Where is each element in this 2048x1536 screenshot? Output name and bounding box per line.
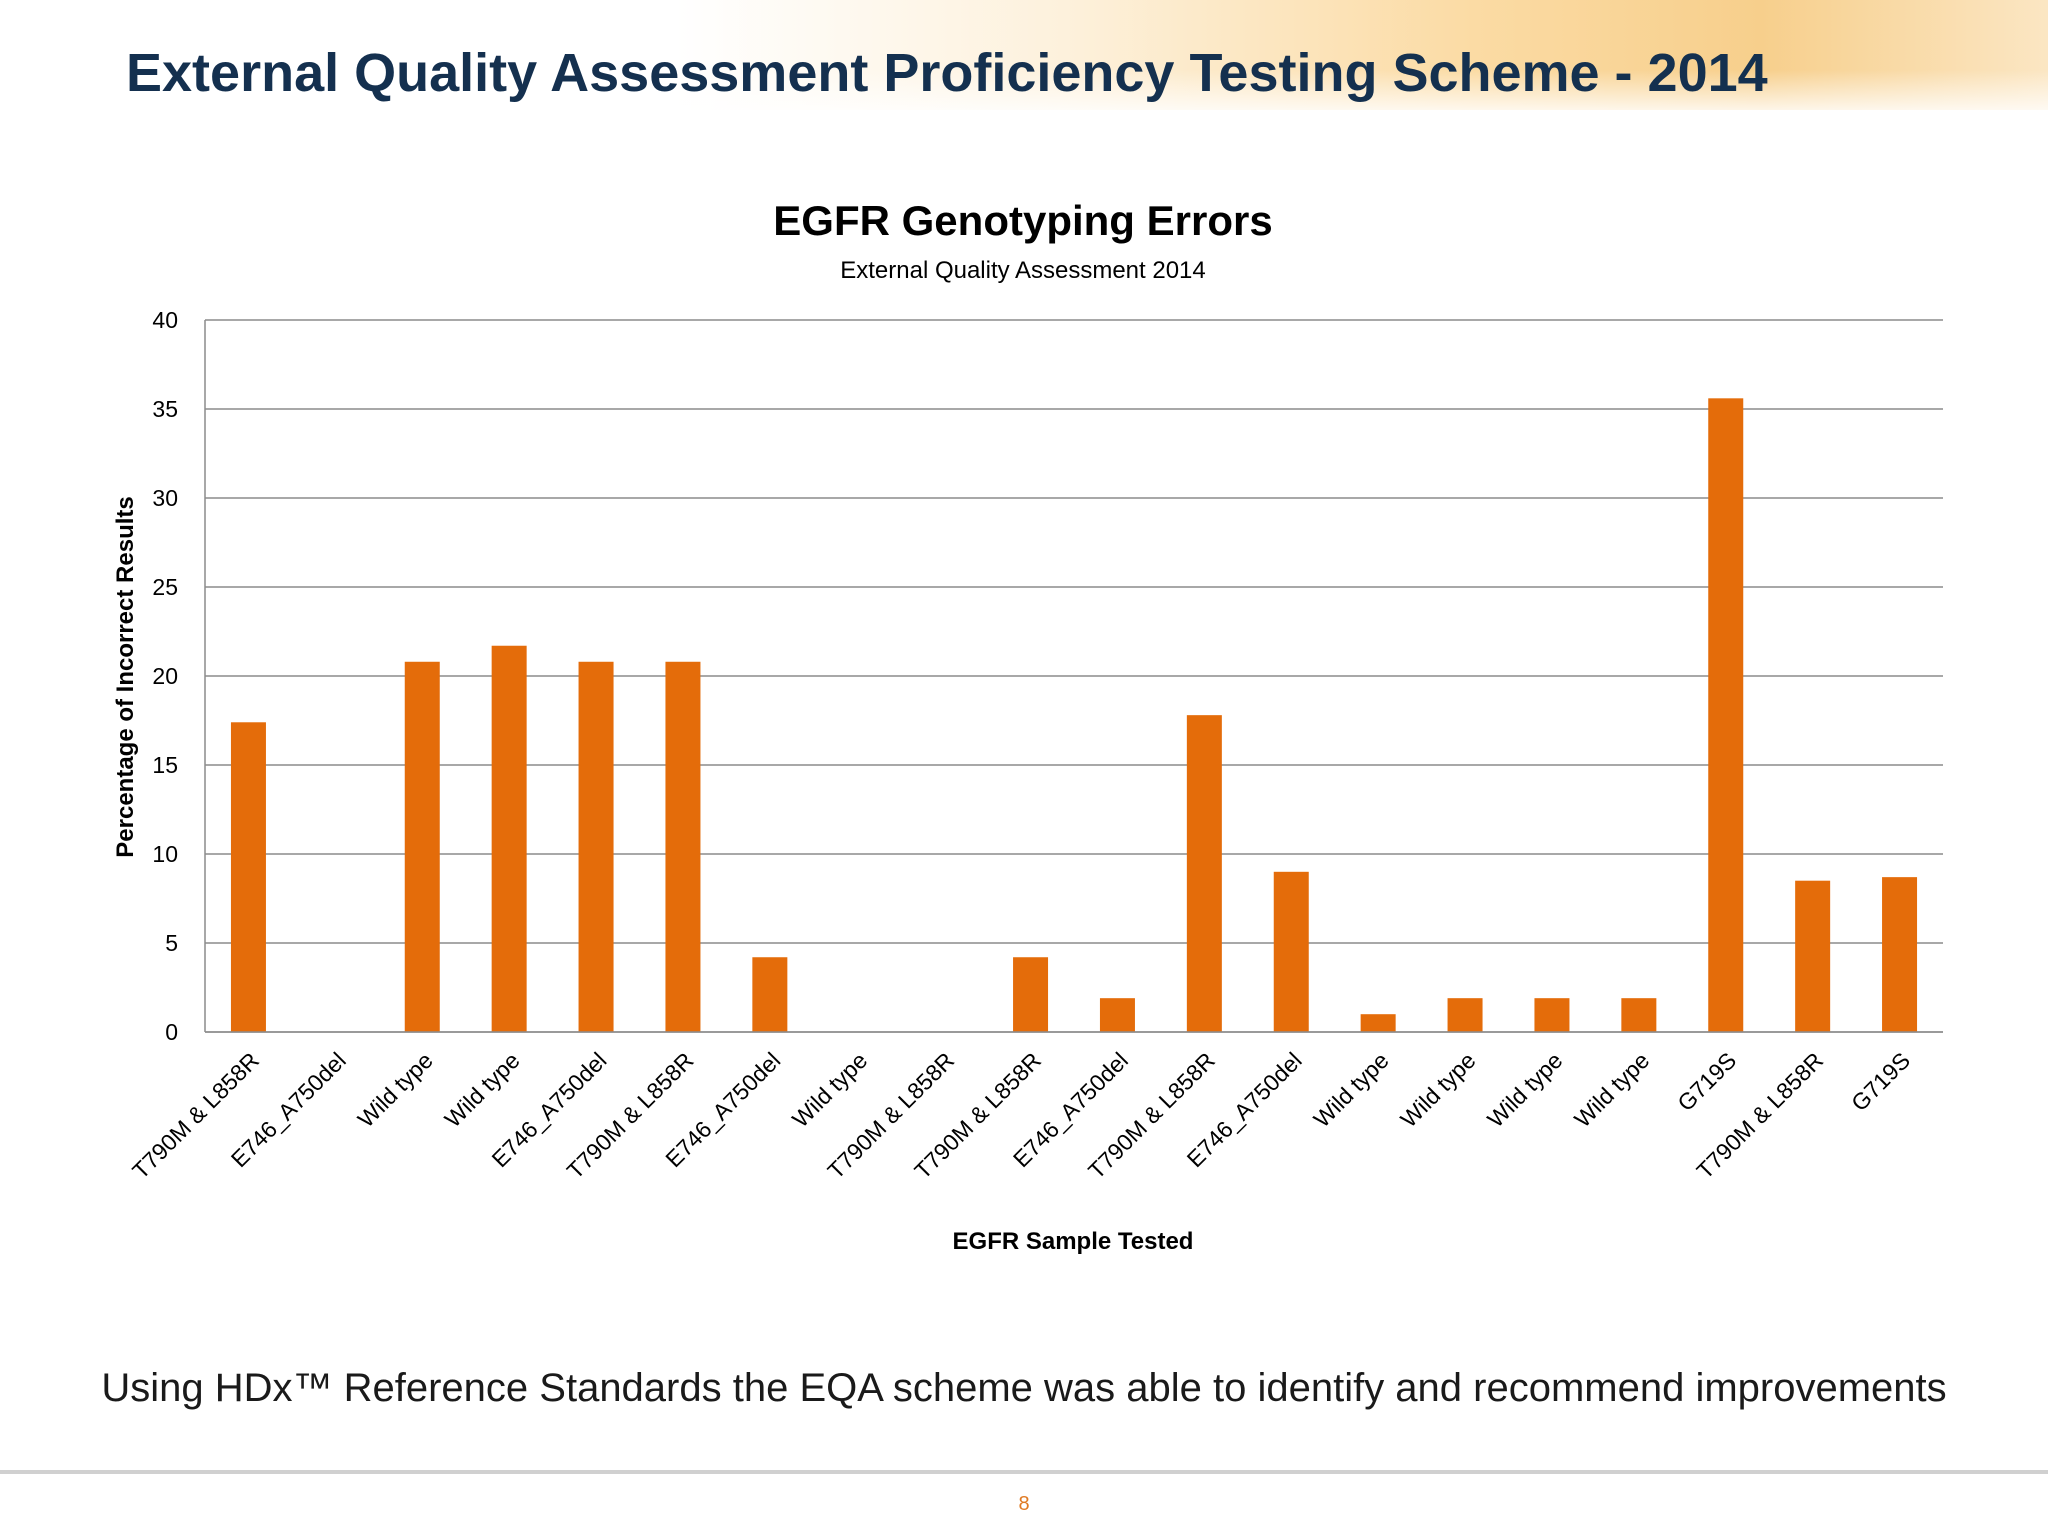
y-tick-label: 40: [152, 307, 178, 333]
x-tick-label: G719S: [1846, 1047, 1915, 1116]
page-number: 8: [1018, 1493, 1030, 1515]
y-tick-labels: 0 5 10 15 20 25 30 35 40: [152, 307, 178, 1045]
bar: [230, 722, 266, 1032]
x-axis-label: EGFR Sample Tested: [953, 1228, 1194, 1255]
x-tick-label: Wild type: [353, 1047, 438, 1132]
y-tick-label: 20: [152, 663, 178, 689]
bar-chart: EGFR Genotyping Errors External Quality …: [112, 197, 1943, 1255]
bar: [404, 661, 440, 1032]
bar: [1013, 957, 1049, 1032]
x-tick-label: Wild type: [1482, 1047, 1567, 1132]
x-tick-label: Wild type: [1308, 1047, 1393, 1132]
x-tick-label: G719S: [1672, 1047, 1741, 1116]
bar: [1534, 998, 1570, 1032]
bar: [1186, 715, 1222, 1032]
x-tick-label: Wild type: [1395, 1047, 1480, 1132]
bar: [1447, 998, 1483, 1032]
chart-title: EGFR Genotyping Errors: [773, 197, 1272, 244]
bar: [665, 661, 701, 1032]
bars: [205, 398, 1943, 1033]
y-tick-label: 30: [152, 485, 178, 511]
y-tick-label: 0: [165, 1019, 178, 1045]
bar: [578, 661, 614, 1032]
y-tick-label: 5: [165, 930, 178, 956]
chart-subtitle: External Quality Assessment 2014: [840, 257, 1206, 284]
y-tick-label: 10: [152, 841, 178, 867]
bar: [1795, 880, 1831, 1032]
slide-caption: Using HDx™ Reference Standards the EQA s…: [101, 1366, 1947, 1410]
bar: [1273, 871, 1309, 1032]
y-tick-label: 15: [152, 752, 178, 778]
gridlines: [204, 319, 1943, 1033]
bar: [1099, 998, 1135, 1032]
x-tick-label: Wild type: [787, 1047, 872, 1132]
slide-title: External Quality Assessment Proficiency …: [126, 43, 1768, 103]
y-axis-label: Percentage of Incorrect Results: [112, 496, 139, 857]
bar: [1360, 1014, 1396, 1032]
header-fade: [0, 70, 2048, 120]
y-tick-label: 25: [152, 574, 178, 600]
x-tick-label: Wild type: [1569, 1047, 1654, 1132]
bar: [1882, 877, 1918, 1032]
x-tick-label: Wild type: [439, 1047, 524, 1132]
bar: [1621, 998, 1657, 1032]
bar: [752, 957, 788, 1032]
footer-divider: [0, 1470, 2048, 1474]
bar: [1708, 398, 1744, 1032]
bar: [491, 645, 527, 1032]
y-tick-label: 35: [152, 396, 178, 422]
